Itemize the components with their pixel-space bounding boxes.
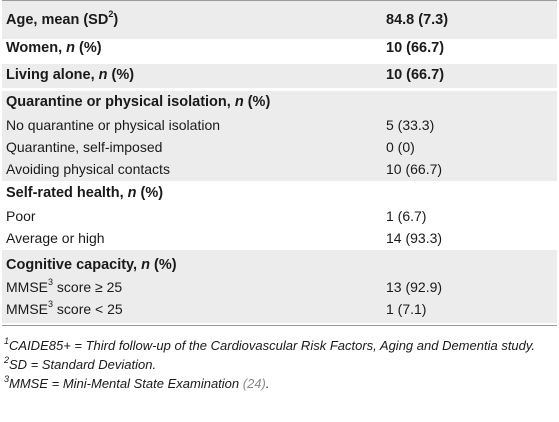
table-row: Poor 1 (6.7) — [2, 205, 557, 227]
row-label: Quarantine or physical isolation, n (%) — [6, 94, 271, 110]
row-band — [2, 91, 557, 181]
table-footnotes: 1CAIDE85+ = Third follow-up of the Cardi… — [4, 336, 554, 393]
footnote-2: 2SD = Standard Deviation. — [4, 354, 157, 372]
table-bottom-rule — [2, 325, 557, 326]
table-row: Avoiding physical contacts 10 (66.7) — [2, 158, 557, 180]
row-label: Avoiding physical contacts — [6, 161, 170, 177]
table-row: MMSE3 score < 25 1 (7.1) — [2, 298, 557, 320]
row-label: Average or high — [6, 230, 105, 246]
row-band — [2, 64, 557, 88]
row-value: 0 (0) — [386, 139, 415, 155]
row-label: Cognitive capacity, n (%) — [6, 257, 177, 273]
row-value: 1 (7.1) — [386, 301, 427, 317]
section-heading: Self-rated health, n (%) — [2, 182, 557, 204]
row-value: 14 (93.3) — [386, 230, 443, 246]
row-label: Women, n (%) — [6, 40, 102, 56]
table-row: Quarantine, self-imposed 0 (0) — [2, 136, 557, 158]
row-label: Self-rated health, n (%) — [6, 185, 164, 201]
row-band — [2, 0, 557, 39]
row-label: MMSE3 score < 25 — [6, 299, 123, 317]
row-value: 10 (66.7) — [386, 40, 445, 56]
table-row: No quarantine or physical isolation 5 (3… — [2, 114, 557, 136]
row-value: 84.8 (7.3) — [386, 12, 449, 28]
reference-link[interactable]: (24) — [242, 376, 266, 391]
row-value: 5 (33.3) — [386, 117, 435, 133]
table-row: Average or high 14 (93.3) — [2, 227, 557, 249]
table-top-rule — [2, 0, 557, 1]
table-row: Age, mean (SD2) 84.8 (7.3) — [2, 9, 557, 31]
row-value: 1 (6.7) — [386, 208, 427, 224]
table-row: Women, n (%) 10 (66.7) — [2, 37, 557, 59]
row-value: 13 (92.9) — [386, 279, 443, 295]
row-label: Quarantine, self-imposed — [6, 139, 163, 155]
row-label: Living alone, n (%) — [6, 67, 135, 83]
footnote-3: 3MMSE = Mini-Mental State Examination (2… — [4, 373, 270, 391]
row-value: 10 (66.7) — [386, 161, 443, 177]
row-label: Poor — [6, 208, 36, 224]
table-row: MMSE3 score ≥ 25 13 (92.9) — [2, 276, 557, 298]
row-value: 10 (66.7) — [386, 67, 445, 83]
row-band — [2, 250, 557, 323]
table-row: Living alone, n (%) 10 (66.7) — [2, 64, 557, 86]
footnote-1: 1CAIDE85+ = Third follow-up of the Cardi… — [4, 335, 536, 353]
row-label: No quarantine or physical isolation — [6, 117, 221, 133]
section-heading: Cognitive capacity, n (%) — [2, 254, 557, 276]
row-label: MMSE3 score ≥ 25 — [6, 277, 123, 295]
row-label: Age, mean (SD2) — [6, 9, 119, 28]
section-heading: Quarantine or physical isolation, n (%) — [2, 91, 557, 113]
